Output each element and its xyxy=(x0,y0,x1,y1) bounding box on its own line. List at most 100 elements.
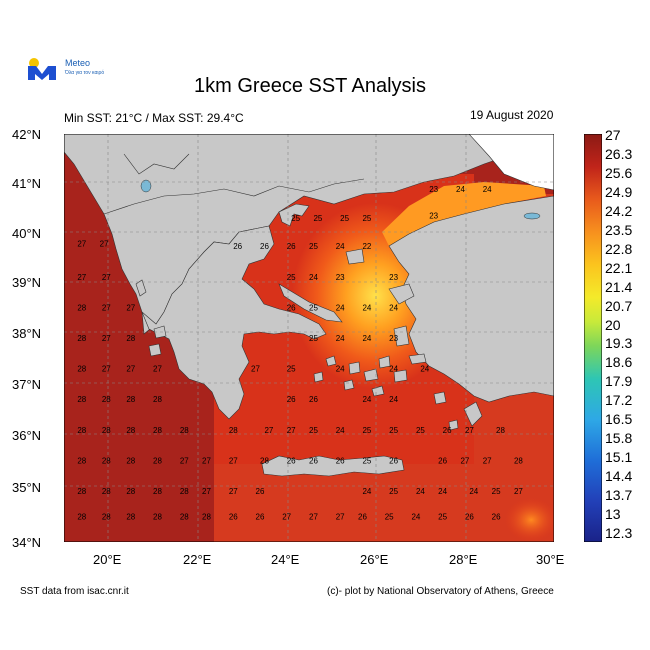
sst-value-label: 25 xyxy=(492,487,501,496)
sst-colorbar xyxy=(584,134,602,542)
sst-value-label: 28 xyxy=(202,513,211,522)
sst-value-label: 26 xyxy=(492,513,501,522)
sst-value-label: 27 xyxy=(514,487,523,496)
land-lemnos xyxy=(345,248,365,265)
lon-label: 22°E xyxy=(183,552,212,567)
sst-value-label: 28 xyxy=(260,456,269,465)
sst-value-label: 24 xyxy=(309,273,318,282)
sst-value-label: 24 xyxy=(469,487,478,496)
sst-value-label: 26 xyxy=(287,242,296,251)
sst-value-label: 25 xyxy=(309,334,318,343)
sst-value-labels: 27 27 27 27 28 27 27 28 27 28 28 27 27 27 28 28 28 28 28 28… xyxy=(77,185,523,521)
sst-value-label: 28 xyxy=(180,487,189,496)
plot-credit: (c)- plot by National Observatory of Ath… xyxy=(327,586,554,597)
sst-value-label: 27 xyxy=(465,426,474,435)
sst-value-label: 24 xyxy=(336,365,345,374)
sst-value-label: 23 xyxy=(389,334,398,343)
colorbar-label: 14.4 xyxy=(605,468,633,485)
sst-value-label: 26 xyxy=(443,426,452,435)
country-borders xyxy=(103,178,365,215)
colorbar-label: 24.9 xyxy=(605,183,633,200)
sst-value-label: 27 xyxy=(460,456,469,465)
meteo-logo xyxy=(26,56,106,82)
sst-value-label: 25 xyxy=(309,242,318,251)
logo-subtitle: Όλα για τον καιρό xyxy=(65,70,105,76)
land-crete xyxy=(261,455,405,477)
sst-value-label: 25 xyxy=(287,365,296,374)
sst-value-label: 26 xyxy=(287,456,296,465)
land-lesbos xyxy=(388,283,415,305)
colorbar-label: 22.8 xyxy=(605,240,633,257)
colorbar-label: 19.3 xyxy=(605,335,633,352)
sst-value-label: 26 xyxy=(309,456,318,465)
sst-value-label: 26 xyxy=(256,487,265,496)
sst-value-label: 24 xyxy=(336,303,345,312)
colorbar-label: 16.5 xyxy=(605,411,633,428)
sst-value-label: 28 xyxy=(77,303,86,312)
sst-value-label: 24 xyxy=(389,365,398,374)
land-halkidiki xyxy=(278,203,310,227)
sst-value-label: 25 xyxy=(340,214,349,223)
sst-value-label: 28 xyxy=(126,513,135,522)
sst-value-label: 28 xyxy=(153,456,162,465)
gridlines xyxy=(64,134,554,542)
sst-value-label: 24 xyxy=(438,487,447,496)
sst-value-label: 24 xyxy=(420,365,429,374)
sst-value-label: 27 xyxy=(102,303,111,312)
sst-value-label: 26 xyxy=(233,242,242,251)
sst-value-label: 27 xyxy=(287,426,296,435)
sst-value-label: 25 xyxy=(389,426,398,435)
lat-label: 42°N xyxy=(12,127,42,142)
sst-value-label: 27 xyxy=(202,487,211,496)
sst-value-label: 27 xyxy=(102,273,111,282)
sst-value-label: 24 xyxy=(456,185,465,194)
sst-value-label: 27 xyxy=(102,365,111,374)
sst-value-label: 27 xyxy=(77,273,86,282)
sst-value-label: 28 xyxy=(102,456,111,465)
colorbar-label: 15.8 xyxy=(605,430,633,447)
sst-map: 27 27 27 27 28 27 27 28 27 28 28 27 27 27 28 28 28 28 28 28… xyxy=(64,134,554,542)
colorbar-label: 27 xyxy=(605,127,621,143)
sst-value-label: 26 xyxy=(309,395,318,404)
colorbar-label: 15.1 xyxy=(605,449,633,466)
sst-value-label: 27 xyxy=(126,365,135,374)
sst-value-label: 26 xyxy=(256,513,265,522)
sst-value-label: 25 xyxy=(313,214,322,223)
sst-value-label: 24 xyxy=(336,242,345,251)
sst-value-label: 25 xyxy=(389,487,398,496)
sst-value-label: 27 xyxy=(264,426,273,435)
land-cyclades xyxy=(313,355,408,397)
colorbar-label: 17.2 xyxy=(605,392,633,409)
sst-value-label: 28 xyxy=(77,487,86,496)
colorbar-label: 20.7 xyxy=(605,297,633,314)
sst-value-label: 26 xyxy=(358,513,367,522)
sst-value-label: 25 xyxy=(385,513,394,522)
lon-label: 26°E xyxy=(360,552,389,567)
sst-value-label: 25 xyxy=(309,303,318,312)
sst-value-label: 24 xyxy=(411,513,420,522)
sst-value-label: 28 xyxy=(496,426,505,435)
sst-value-label: 24 xyxy=(362,334,371,343)
sst-value-label: 27 xyxy=(336,513,345,522)
colorbar-label: 20 xyxy=(605,316,621,333)
sst-value-label: 23 xyxy=(429,212,438,221)
colorbar-label: 25.6 xyxy=(605,164,633,181)
sst-value-label: 27 xyxy=(251,365,260,374)
sst-value-label: 24 xyxy=(389,303,398,312)
lat-label: 37°N xyxy=(12,377,42,392)
sst-value-label: 27 xyxy=(483,456,492,465)
colorbar-label: 18.6 xyxy=(605,354,633,371)
sst-value-label: 27 xyxy=(100,240,109,249)
colorbar-label: 13 xyxy=(605,506,621,523)
sst-value-label: 28 xyxy=(102,426,111,435)
land-greece xyxy=(141,225,327,420)
sst-value-label: 27 xyxy=(126,303,135,312)
lon-label: 30°E xyxy=(536,552,565,567)
sst-value-label: 23 xyxy=(429,185,438,194)
sst-value-label: 28 xyxy=(77,456,86,465)
lon-label: 28°E xyxy=(449,552,478,567)
sst-value-label: 24 xyxy=(336,426,345,435)
land-euboea xyxy=(278,283,343,323)
sst-value-label: 27 xyxy=(102,334,111,343)
colorbar-label: 22.1 xyxy=(605,259,633,276)
